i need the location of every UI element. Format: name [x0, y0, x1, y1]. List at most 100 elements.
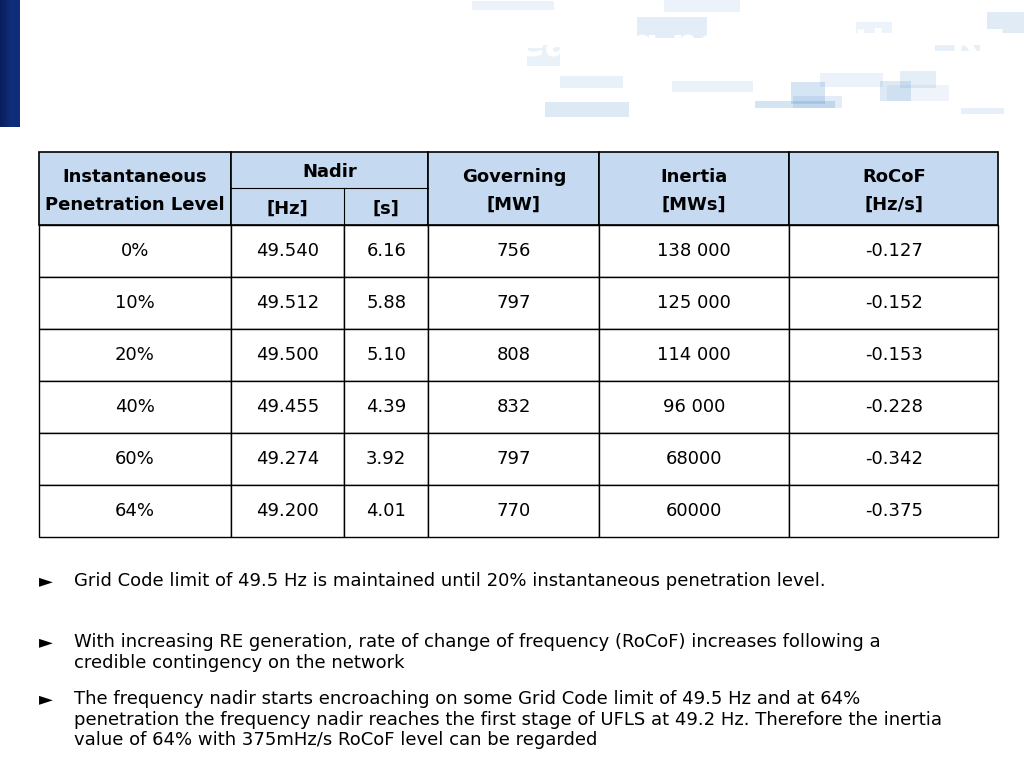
Text: Inertia: Inertia: [660, 168, 728, 187]
Bar: [672, 81, 754, 92]
Bar: [3, 0, 13, 127]
Bar: [1, 0, 11, 127]
Bar: [8, 0, 18, 127]
Bar: [790, 277, 998, 329]
Bar: [3, 0, 13, 127]
Bar: [790, 225, 998, 277]
Bar: [428, 225, 599, 277]
Bar: [0, 0, 10, 127]
Bar: [39, 225, 230, 277]
Bar: [344, 329, 428, 381]
Text: [Hz]: [Hz]: [266, 200, 308, 218]
Bar: [10, 0, 20, 127]
Bar: [0, 0, 10, 127]
Text: Results - Impact of Increasing non-rotating RE: Results - Impact of Increasing non-rotat…: [26, 28, 1006, 64]
Bar: [8, 0, 18, 127]
Bar: [962, 108, 1004, 114]
Bar: [791, 82, 825, 104]
Bar: [4, 0, 14, 127]
Bar: [1, 0, 11, 127]
Bar: [6, 0, 16, 127]
Bar: [3, 0, 13, 127]
Text: 114 000: 114 000: [657, 346, 731, 364]
Bar: [4, 0, 14, 127]
Bar: [2, 0, 12, 127]
Bar: [790, 329, 998, 381]
Bar: [230, 433, 344, 485]
Bar: [3, 0, 13, 127]
Text: 0%: 0%: [121, 242, 150, 260]
Text: -0.127: -0.127: [865, 242, 923, 260]
Bar: [2, 0, 12, 127]
Text: With increasing RE generation, rate of change of frequency (RoCoF) increases fol: With increasing RE generation, rate of c…: [74, 633, 881, 671]
Text: Penetration Level: Penetration Level: [45, 196, 224, 214]
Bar: [6, 0, 16, 127]
Bar: [7, 0, 17, 127]
Bar: [39, 277, 230, 329]
Bar: [665, 0, 739, 12]
Bar: [428, 485, 599, 538]
Text: 138 000: 138 000: [657, 242, 731, 260]
Text: 60%: 60%: [115, 450, 155, 468]
Bar: [344, 381, 428, 433]
Bar: [5, 0, 15, 127]
Text: 20%: 20%: [115, 346, 155, 364]
Bar: [10, 0, 20, 127]
Text: 96 000: 96 000: [664, 399, 725, 416]
Text: The frequency nadir starts encroaching on some Grid Code limit of 49.5 Hz and at: The frequency nadir starts encroaching o…: [74, 690, 942, 750]
Text: 40%: 40%: [115, 399, 155, 416]
Bar: [39, 152, 230, 225]
Text: 14: 14: [15, 740, 38, 759]
Bar: [820, 73, 883, 88]
Text: 756: 756: [497, 242, 531, 260]
Bar: [8, 0, 19, 127]
Bar: [560, 75, 624, 88]
Text: 49.274: 49.274: [256, 450, 319, 468]
Bar: [6, 0, 16, 127]
Bar: [8, 0, 18, 127]
Bar: [5, 0, 15, 127]
Text: 49.455: 49.455: [256, 399, 319, 416]
Bar: [5, 0, 15, 127]
Bar: [790, 433, 998, 485]
Bar: [6, 0, 16, 127]
Bar: [0, 0, 10, 127]
Text: -0.153: -0.153: [865, 346, 923, 364]
Text: on System Inertia contd.: on System Inertia contd.: [26, 78, 548, 114]
Text: 10%: 10%: [115, 294, 155, 312]
Text: 64%: 64%: [115, 502, 155, 521]
Bar: [0, 0, 10, 127]
Text: 797: 797: [497, 450, 531, 468]
Text: 808: 808: [497, 346, 530, 364]
Bar: [39, 433, 230, 485]
Bar: [10, 0, 20, 127]
Text: -0.228: -0.228: [865, 399, 923, 416]
Text: 770: 770: [497, 502, 531, 521]
Text: [Hz/s]: [Hz/s]: [864, 196, 924, 214]
Text: 49.200: 49.200: [256, 502, 318, 521]
Bar: [7, 0, 17, 127]
Bar: [1, 0, 11, 127]
Bar: [987, 12, 1024, 33]
Text: 4.01: 4.01: [367, 502, 407, 521]
Bar: [230, 329, 344, 381]
Bar: [1, 0, 11, 127]
Text: Nadir: Nadir: [302, 164, 357, 181]
Bar: [880, 81, 911, 101]
Bar: [7, 0, 17, 127]
Bar: [9, 0, 19, 127]
Text: -0.342: -0.342: [865, 450, 923, 468]
Bar: [4, 0, 14, 127]
Text: Governing: Governing: [462, 168, 566, 187]
Bar: [6, 0, 16, 127]
Text: ►: ►: [39, 633, 53, 650]
Bar: [344, 433, 428, 485]
Bar: [599, 277, 790, 329]
Bar: [230, 225, 344, 277]
Text: 4.39: 4.39: [367, 399, 407, 416]
Bar: [599, 152, 790, 225]
Bar: [4, 0, 14, 127]
Bar: [7, 0, 17, 127]
Bar: [3, 0, 13, 127]
Bar: [344, 277, 428, 329]
